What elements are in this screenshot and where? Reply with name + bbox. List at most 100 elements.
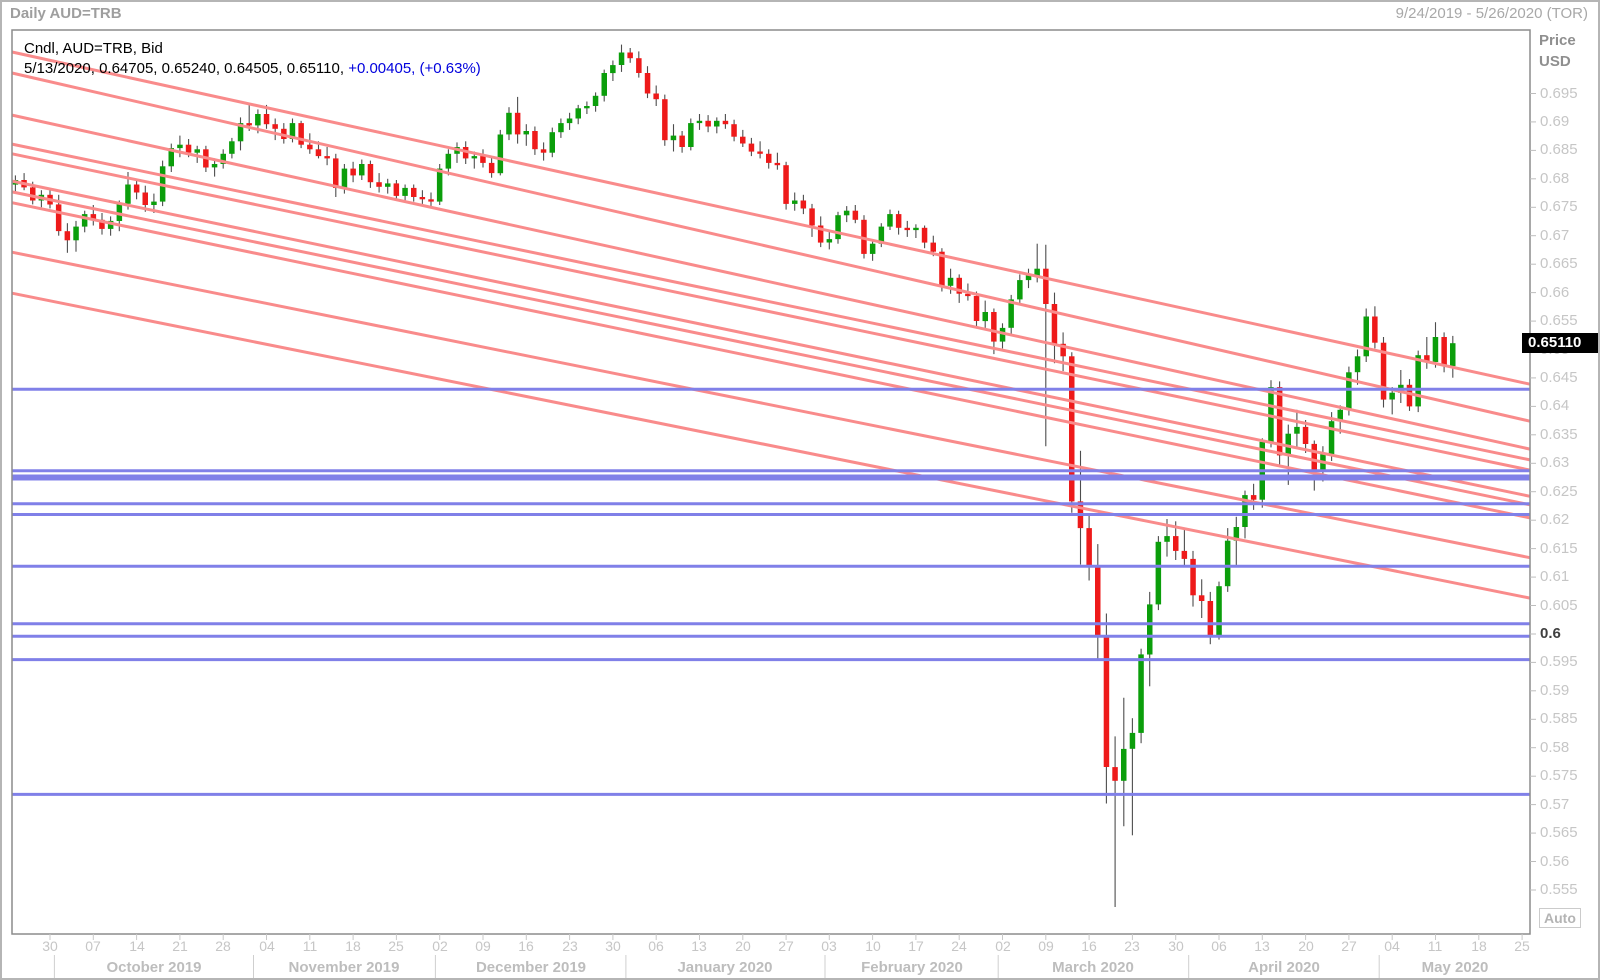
candle-body bbox=[81, 214, 88, 227]
candle-body bbox=[263, 114, 270, 125]
trend-line[interactable] bbox=[11, 179, 1531, 498]
candle-body bbox=[714, 120, 720, 127]
candle-body bbox=[341, 168, 348, 188]
candle-body bbox=[999, 327, 1006, 342]
x-axis-week-label: 25 bbox=[1514, 938, 1530, 954]
candle-body bbox=[350, 168, 356, 176]
x-axis-week-label: 06 bbox=[1211, 938, 1227, 954]
candle-body bbox=[722, 120, 729, 125]
x-axis-week-label: 16 bbox=[518, 938, 534, 954]
y-axis-tick-label: 0.61 bbox=[1540, 568, 1570, 585]
plot-border bbox=[11, 29, 1531, 935]
trend-line[interactable] bbox=[11, 142, 1531, 462]
y-axis-tick-label: 0.56 bbox=[1540, 853, 1570, 870]
candle-body bbox=[1415, 355, 1421, 407]
x-axis-week-label: 20 bbox=[1298, 938, 1314, 954]
y-axis-tick-label: 0.6 bbox=[1540, 625, 1561, 642]
candle-body bbox=[904, 227, 910, 231]
candle-body bbox=[766, 153, 772, 163]
candle-body bbox=[627, 52, 633, 59]
x-axis-month-label: December 2019 bbox=[475, 959, 587, 976]
candle-body bbox=[558, 123, 564, 133]
candle-body bbox=[289, 123, 296, 139]
x-axis-week-label: 02 bbox=[995, 938, 1011, 954]
trend-line[interactable] bbox=[11, 201, 1531, 520]
candle-body bbox=[1311, 443, 1317, 471]
auto-scale-button[interactable]: Auto bbox=[1539, 908, 1581, 928]
candle-body bbox=[419, 197, 426, 200]
candle-body bbox=[393, 183, 400, 196]
candle-body bbox=[1164, 536, 1170, 542]
candle-body bbox=[73, 226, 79, 241]
y-axis-tick-label: 0.66 bbox=[1540, 284, 1570, 301]
candle-body bbox=[1043, 268, 1049, 304]
x-axis-week-label: 28 bbox=[215, 938, 231, 954]
candle-body bbox=[947, 277, 954, 286]
candle-body bbox=[30, 187, 36, 201]
candle-body bbox=[298, 123, 304, 145]
y-axis-tick-label: 0.595 bbox=[1540, 653, 1578, 670]
x-axis-week-label: 14 bbox=[129, 938, 145, 954]
candle-body bbox=[1129, 732, 1136, 749]
x-axis-month-label: February 2020 bbox=[861, 959, 963, 976]
x-axis-week-label: 09 bbox=[475, 938, 491, 954]
candle-body bbox=[1008, 299, 1014, 328]
candle-body bbox=[1095, 565, 1101, 637]
last-price-badge: 0.65110 bbox=[1522, 333, 1598, 353]
candle-body bbox=[878, 226, 885, 244]
trend-line[interactable] bbox=[11, 152, 1531, 472]
candle-body bbox=[445, 153, 452, 169]
x-axis-week-label: 09 bbox=[1038, 938, 1054, 954]
candle-body bbox=[1242, 495, 1248, 527]
candle-body bbox=[1216, 586, 1222, 636]
trend-line[interactable] bbox=[11, 113, 1531, 451]
candle-body bbox=[497, 134, 504, 174]
x-axis-month-label: May 2020 bbox=[1421, 959, 1489, 976]
trend-line[interactable] bbox=[11, 291, 1531, 600]
candle-body bbox=[194, 149, 200, 153]
candle-body bbox=[125, 184, 131, 204]
candle-body bbox=[792, 200, 798, 204]
y-axis-tick-label: 0.605 bbox=[1540, 597, 1578, 614]
trend-line[interactable] bbox=[11, 50, 1531, 386]
trend-line[interactable] bbox=[11, 190, 1531, 507]
candle-body bbox=[696, 120, 703, 124]
candle-body bbox=[229, 141, 235, 154]
candle-body bbox=[653, 93, 659, 100]
candle-body bbox=[1112, 767, 1118, 781]
candle-body bbox=[843, 210, 850, 216]
candle-body bbox=[1181, 550, 1188, 559]
x-axis-week-label: 30 bbox=[605, 938, 621, 954]
candle-body bbox=[584, 106, 590, 109]
x-axis-week-label: 27 bbox=[778, 938, 794, 954]
y-axis-tick-label: 0.615 bbox=[1540, 540, 1578, 557]
candle-body bbox=[895, 214, 902, 228]
candle-body bbox=[540, 149, 547, 153]
trend-line[interactable] bbox=[11, 250, 1531, 560]
candle-body bbox=[566, 118, 573, 124]
x-axis-week-label: 03 bbox=[821, 938, 837, 954]
candle-body bbox=[835, 215, 841, 240]
candle-body bbox=[1346, 372, 1352, 410]
candle-body bbox=[991, 312, 997, 342]
legend-ohlc-values: 5/13/2020, 0.64705, 0.65240, 0.64505, 0.… bbox=[24, 60, 481, 77]
candle-body bbox=[636, 58, 642, 73]
candle-body bbox=[107, 220, 114, 229]
candle-body bbox=[809, 208, 815, 226]
candle-body bbox=[307, 144, 313, 150]
candle-body bbox=[376, 182, 382, 187]
legend-series-label: Cndl, AUD=TRB, Bid bbox=[24, 40, 163, 57]
trend-line[interactable] bbox=[11, 71, 1531, 423]
candle-body bbox=[514, 112, 521, 135]
candle-body bbox=[757, 151, 763, 154]
x-axis-month-label: March 2020 bbox=[1052, 959, 1134, 976]
candle-body bbox=[800, 200, 807, 209]
candle-body bbox=[748, 143, 755, 152]
candle-body bbox=[731, 124, 737, 137]
candle-body bbox=[1034, 268, 1040, 276]
candle-body bbox=[333, 158, 339, 188]
candle-body bbox=[982, 312, 988, 322]
y-axis-tick-label: 0.635 bbox=[1540, 426, 1578, 443]
candle-body bbox=[662, 99, 668, 141]
